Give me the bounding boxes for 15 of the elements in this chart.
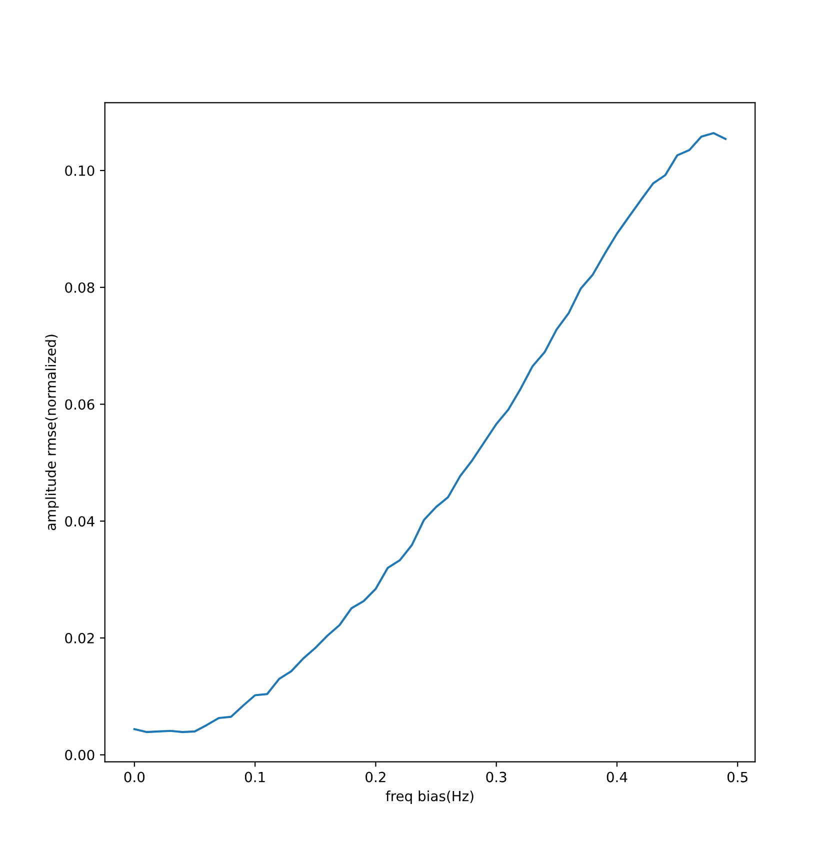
- y-tick-label: 0.10: [65, 165, 94, 176]
- y-tick-label: 0.06: [65, 399, 94, 410]
- x-tick-label: 0.1: [244, 772, 265, 782]
- y-tick-label: 0.04: [65, 516, 94, 527]
- y-tick-label: 0.02: [65, 632, 94, 644]
- x-tick-label: 0.2: [366, 772, 386, 782]
- y-tick-label: 0.00: [65, 750, 94, 760]
- x-tick-label: 0.5: [727, 772, 748, 782]
- y-tick-label: 0.08: [65, 282, 94, 293]
- x-axis-title: freq bias(Hz): [386, 790, 474, 804]
- x-tick-label: 0.0: [124, 772, 145, 782]
- x-tick-label: 0.3: [486, 772, 506, 782]
- x-tick-label: 0.4: [606, 772, 628, 782]
- line-series: [133, 132, 727, 734]
- y-axis-title: amplitude rmse(normalized): [45, 334, 59, 530]
